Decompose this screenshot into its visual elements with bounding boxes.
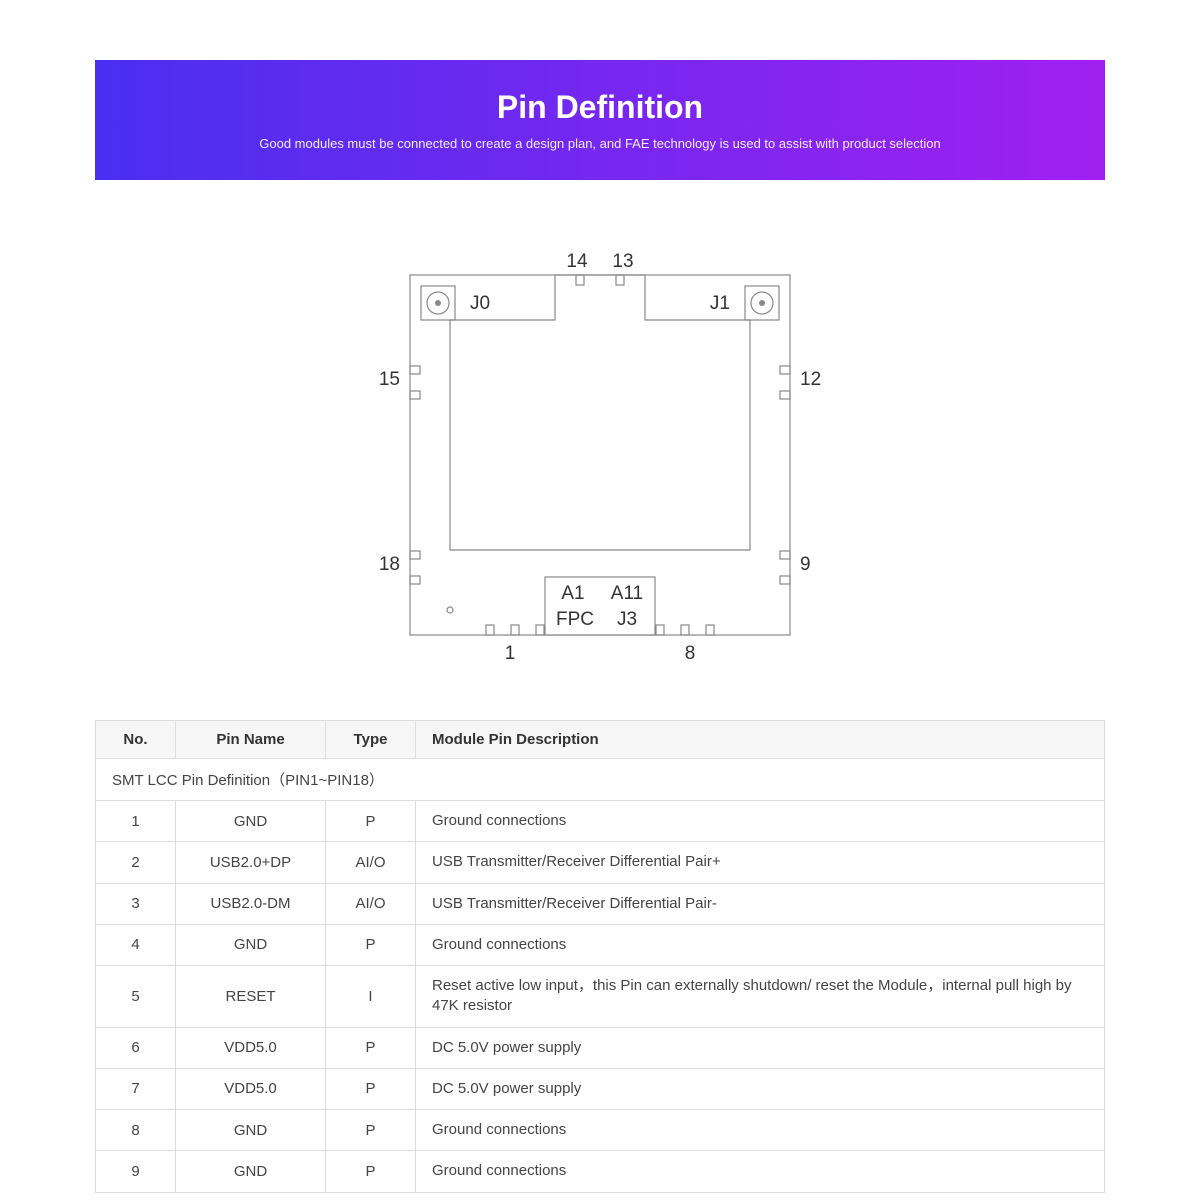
table-row: 1GNDPGround connections <box>96 801 1105 842</box>
svg-text:9: 9 <box>800 554 811 575</box>
cell-no: 8 <box>96 1110 176 1151</box>
cell-name: GND <box>176 1151 326 1192</box>
svg-text:18: 18 <box>379 554 400 575</box>
cell-name: RESET <box>176 966 326 1028</box>
cell-no: 4 <box>96 924 176 965</box>
cell-desc: USB Transmitter/Receiver Differential Pa… <box>416 883 1105 924</box>
cell-type: AI/O <box>326 883 416 924</box>
table-row: 8GNDPGround connections <box>96 1110 1105 1151</box>
section-row: SMT LCC Pin Definition（PIN1~PIN18） <box>96 759 1105 801</box>
col-header-desc: Module Pin Description <box>416 721 1105 759</box>
cell-no: 5 <box>96 966 176 1028</box>
cell-name: VDD5.0 <box>176 1027 326 1068</box>
svg-text:8: 8 <box>685 643 696 664</box>
svg-text:A11: A11 <box>611 583 643 604</box>
cell-desc: Ground connections <box>416 1151 1105 1192</box>
svg-text:12: 12 <box>800 369 821 390</box>
table-row: 9GNDPGround connections <box>96 1151 1105 1192</box>
table-row: 6VDD5.0PDC 5.0V power supply <box>96 1027 1105 1068</box>
table-row: 3USB2.0-DMAI/OUSB Transmitter/Receiver D… <box>96 883 1105 924</box>
svg-text:J1: J1 <box>710 293 730 314</box>
cell-type: P <box>326 1110 416 1151</box>
cell-no: 3 <box>96 883 176 924</box>
pin-definition-table: No. Pin Name Type Module Pin Description… <box>95 720 1105 1193</box>
cell-type: P <box>326 1068 416 1109</box>
col-header-type: Type <box>326 721 416 759</box>
cell-name: USB2.0-DM <box>176 883 326 924</box>
cell-type: P <box>326 924 416 965</box>
svg-text:13: 13 <box>612 251 633 272</box>
cell-no: 2 <box>96 842 176 883</box>
cell-no: 7 <box>96 1068 176 1109</box>
cell-type: P <box>326 1151 416 1192</box>
cell-type: P <box>326 1027 416 1068</box>
col-header-no: No. <box>96 721 176 759</box>
table-row: 4GNDPGround connections <box>96 924 1105 965</box>
cell-desc: Ground connections <box>416 924 1105 965</box>
table-header: No. Pin Name Type Module Pin Description <box>96 721 1105 759</box>
banner-title: Pin Definition <box>497 89 703 126</box>
table-row: 7VDD5.0PDC 5.0V power supply <box>96 1068 1105 1109</box>
cell-no: 1 <box>96 801 176 842</box>
cell-desc: DC 5.0V power supply <box>416 1027 1105 1068</box>
cell-desc: Reset active low input，this Pin can exte… <box>416 966 1105 1028</box>
svg-text:J3: J3 <box>617 609 637 630</box>
svg-text:J0: J0 <box>470 293 490 314</box>
cell-desc: Ground connections <box>416 1110 1105 1151</box>
cell-desc: DC 5.0V power supply <box>416 1068 1105 1109</box>
cell-type: I <box>326 966 416 1028</box>
table-body: SMT LCC Pin Definition（PIN1~PIN18） 1GNDP… <box>96 759 1105 1193</box>
cell-desc: USB Transmitter/Receiver Differential Pa… <box>416 842 1105 883</box>
section-label: SMT LCC Pin Definition（PIN1~PIN18） <box>96 759 1105 801</box>
pin-diagram-container: 1413151218918J0J1A1A11FPCJ3 <box>95 235 1105 665</box>
pin-diagram: 1413151218918J0J1A1A11FPCJ3 <box>350 235 850 665</box>
cell-no: 9 <box>96 1151 176 1192</box>
cell-type: AI/O <box>326 842 416 883</box>
svg-text:15: 15 <box>379 369 400 390</box>
cell-name: GND <box>176 924 326 965</box>
module-outline-svg: 1413151218918J0J1A1A11FPCJ3 <box>350 235 850 665</box>
cell-no: 6 <box>96 1027 176 1068</box>
svg-text:A1: A1 <box>561 583 584 604</box>
table-row: 5RESETIReset active low input，this Pin c… <box>96 966 1105 1028</box>
col-header-name: Pin Name <box>176 721 326 759</box>
cell-name: GND <box>176 801 326 842</box>
svg-text:FPC: FPC <box>556 609 594 630</box>
svg-text:14: 14 <box>566 251 588 272</box>
svg-text:1: 1 <box>505 643 516 664</box>
cell-type: P <box>326 801 416 842</box>
cell-desc: Ground connections <box>416 801 1105 842</box>
banner-subtitle: Good modules must be connected to create… <box>259 136 940 151</box>
table-row: 2USB2.0+DPAI/OUSB Transmitter/Receiver D… <box>96 842 1105 883</box>
cell-name: VDD5.0 <box>176 1068 326 1109</box>
cell-name: GND <box>176 1110 326 1151</box>
cell-name: USB2.0+DP <box>176 842 326 883</box>
header-banner: Pin Definition Good modules must be conn… <box>95 60 1105 180</box>
